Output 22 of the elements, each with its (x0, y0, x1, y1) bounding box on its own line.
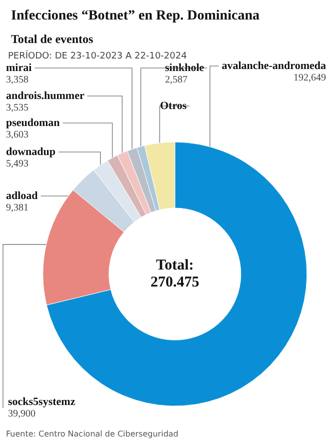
slice-label: pseudoman (6, 117, 60, 129)
data-label: 3,603 (6, 130, 28, 140)
data-label: 5,493 (6, 158, 28, 170)
data-label: 2,587 (165, 74, 188, 86)
data-label: 3,358 (6, 74, 28, 86)
data-label: 39,900 (8, 408, 36, 420)
chart-title: Infecciones “Botnet” en Rep. Dominicana (11, 8, 260, 24)
source-note: Fuente: Centro Nacional de Ciberseguridad (6, 430, 178, 438)
data-label: 9,381 (6, 202, 28, 214)
text: Total: 270.475 (150, 258, 200, 291)
slice-label: sinkhole (165, 62, 204, 74)
text: PERÍODO: DE 23-10-2023 A 22-10-2024 (8, 50, 188, 62)
slice-label: adload (6, 190, 38, 202)
slice-label: downadup (6, 146, 56, 158)
slice-label: androis.hummer (6, 90, 84, 102)
chart-subtitle: Total de eventos (11, 32, 94, 46)
slice-label: avalanche-andromeda (222, 60, 326, 72)
slice-label: socks5systemz (8, 396, 76, 408)
slice-label: mirai (6, 62, 32, 74)
data-label: 192,649 (294, 72, 326, 84)
slice-label: Otros (160, 100, 188, 112)
data-label: 3,535 (6, 102, 28, 114)
